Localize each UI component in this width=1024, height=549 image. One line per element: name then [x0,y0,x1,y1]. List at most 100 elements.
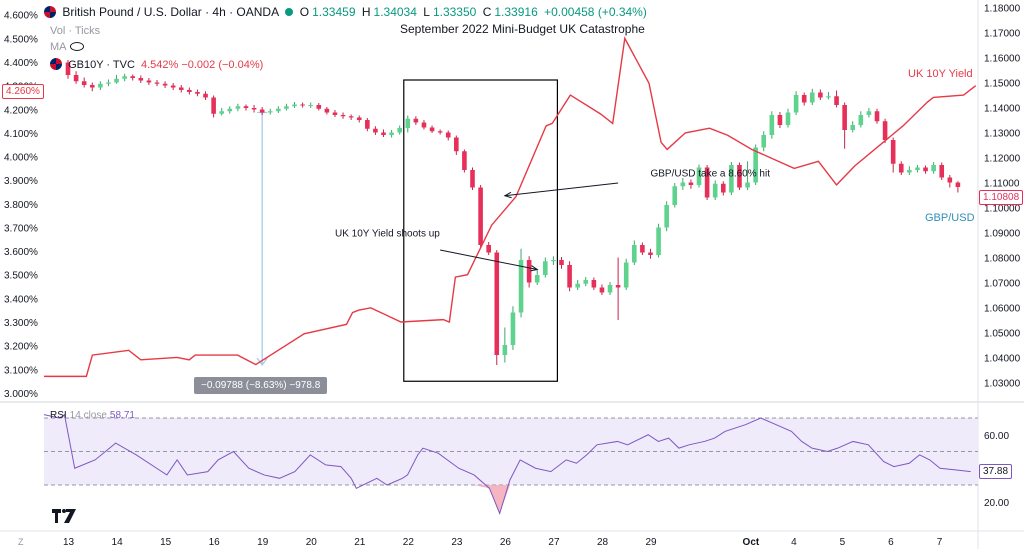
overlay-legend[interactable]: GB10Y · TVC 4.542% −0.002 (−0.04%) [50,58,266,71]
candle-up [680,182,686,187]
time-tick-label: 7 [937,537,943,548]
hidden-eye-icon[interactable] [69,42,84,51]
candle-down [340,115,346,117]
rsi-legend[interactable]: RSI 14 close 58.71 [50,410,138,421]
candle-down [73,75,79,82]
price-tick-label: 1.16000 [984,54,1021,65]
candle-down [688,182,694,185]
candle-up [632,245,637,263]
price-tick-label: 1.06000 [984,304,1021,315]
time-tick-label: 19 [257,537,269,548]
yield-tick-label: 4.000% [4,153,38,164]
candle-down [146,80,152,83]
candle-down [138,78,144,81]
candle-up [534,275,540,283]
ma-label: MA [50,41,67,53]
candle-down [348,116,354,118]
candle-up [583,280,589,284]
price-tick-label: 1.04000 [984,354,1021,365]
yield-last-tag: 4.260% [2,84,44,99]
candle-up [543,261,548,275]
ohlc-open: 1.33459 [312,5,356,19]
candle-up [696,167,702,185]
candle-up [235,106,241,109]
volume-legend[interactable]: Vol · Ticks [50,25,101,37]
time-tick-label: 23 [451,537,463,548]
overlay-name: GB10Y · TVC [68,59,135,71]
candle-down [470,170,475,188]
annotation-text: UK 10Y Yield shoots up [335,228,440,239]
candle-up [575,283,580,288]
timezone-button[interactable]: Z [18,537,24,547]
candle-up [405,118,411,128]
main-pane [0,0,978,400]
candle-up [866,111,872,115]
time-tick-label: 28 [597,537,609,548]
candle-down [373,128,378,133]
candle-down [454,137,459,152]
candle-down [81,81,87,85]
candle-down [211,97,216,114]
time-tick-label: 16 [209,537,221,548]
candle-down [413,118,419,123]
price-tick-label: 1.05000 [984,329,1021,340]
candle-down [89,85,95,88]
annotation-text: GBP/USD take a 8.60% hit [650,168,770,179]
rsi-last-tag: 37.88 [979,464,1013,479]
ohlc-change: +0.00458 (+0.34%) [544,5,647,19]
price-tick-label: 1.07000 [984,279,1021,290]
candle-up [267,111,273,113]
time-tick-label: 14 [112,537,124,548]
candle-down [923,167,928,172]
yield-series-label: UK 10Y Yield [908,68,973,80]
yield-tick-label: 4.200% [4,105,38,116]
candle-down [494,252,500,355]
candle-down [801,95,807,103]
candle-up [915,167,920,170]
rsi-value: 58.71 [109,410,135,421]
candle-down [365,120,370,129]
time-tick-label: Oct [743,537,760,548]
candle-up [793,95,799,113]
yield-tick-label: 3.700% [4,223,38,234]
candle-down [445,132,451,138]
ma-legend[interactable]: MA [50,41,87,53]
symbol-legend[interactable]: British Pound / U.S. Dollar · 4h · OANDA… [44,5,650,19]
candle-up [98,83,103,88]
price-tick-label: 1.11000 [984,179,1020,190]
time-tick-label: 29 [645,537,657,548]
candle-up [219,111,225,114]
candle-down [203,93,208,98]
time-tick-label: 6 [888,537,894,548]
time-tick-label: 22 [403,537,415,548]
candle-down [437,131,443,133]
candle-down [777,115,783,125]
candle-up [858,115,864,125]
symbol-name: British Pound / U.S. Dollar · 4h · OANDA [62,5,280,19]
candle-down [324,108,330,113]
candle-up [623,262,629,288]
candle-down [332,112,338,115]
candle-down [65,62,71,75]
candle-down [615,285,621,288]
candle-down [170,85,176,88]
candle-down [356,117,362,120]
candle-down [429,127,435,132]
candle-up [907,170,912,173]
candle-down [591,280,597,288]
candle-down [737,165,742,188]
candle-up [502,345,508,355]
candle-down [462,151,467,170]
time-tick-label: 27 [548,537,560,548]
candle-up [397,128,402,133]
candle-down [648,252,653,255]
candle-up [785,112,791,125]
price-tick-label: 1.17000 [984,29,1021,40]
time-tick-label: 21 [354,537,366,548]
candle-up [850,125,856,130]
candle-up [292,104,297,107]
rsi-oversold-fill [474,485,516,514]
candle-up [761,135,767,148]
candle-up [518,260,524,313]
